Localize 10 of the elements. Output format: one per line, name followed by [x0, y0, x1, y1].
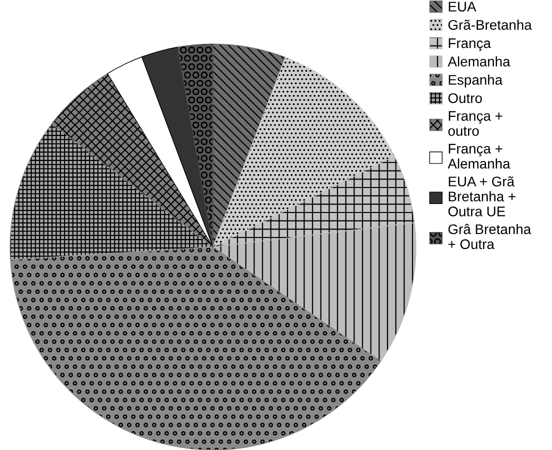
legend-label: França + Alemanha	[448, 144, 510, 169]
legend-label: Grã-Bretanha	[448, 20, 532, 30]
legend-label: França	[448, 38, 491, 51]
legend-label: Alemanha	[448, 56, 510, 66]
legend-label: EUA	[448, 2, 476, 12]
legend-label: Outro	[448, 93, 482, 104]
legend-label: Grâ Bretanha + Outra	[448, 224, 532, 250]
legend-label: EUA + Grã Bretanha + Outra UE	[448, 176, 516, 216]
legend-label: França + outro	[448, 111, 502, 136]
legend-label: Espanha	[448, 74, 503, 88]
